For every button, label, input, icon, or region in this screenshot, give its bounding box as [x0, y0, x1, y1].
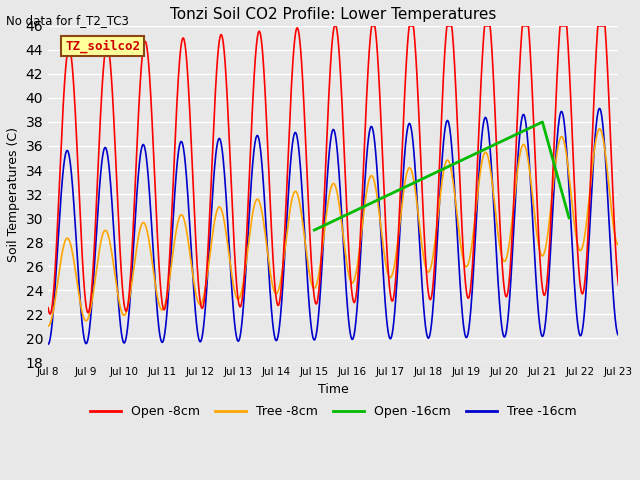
Tree -16cm	[387, 336, 394, 342]
Tree -8cm	[415, 218, 423, 224]
Tree -8cm	[596, 126, 604, 132]
Open -8cm	[387, 292, 394, 298]
Line: Tree -16cm: Tree -16cm	[48, 108, 618, 344]
Open -16cm	[565, 215, 573, 221]
Open -8cm	[44, 305, 52, 311]
Legend: Open -8cm, Tree -8cm, Open -16cm, Tree -16cm: Open -8cm, Tree -8cm, Open -16cm, Tree -…	[84, 400, 582, 423]
Open -16cm	[538, 119, 546, 125]
Tree -8cm	[614, 242, 622, 248]
Tree -8cm	[148, 256, 156, 262]
X-axis label: Time: Time	[318, 383, 349, 396]
Line: Tree -8cm: Tree -8cm	[48, 129, 618, 326]
Title: Tonzi Soil CO2 Profile: Lower Temperatures: Tonzi Soil CO2 Profile: Lower Temperatur…	[170, 7, 497, 22]
Open -8cm	[330, 23, 338, 29]
Tree -8cm	[387, 275, 394, 280]
Open -16cm	[415, 178, 422, 184]
Open -8cm	[415, 121, 423, 127]
Tree -16cm	[148, 225, 156, 230]
Tree -8cm	[262, 238, 270, 243]
Line: Open -16cm: Open -16cm	[314, 122, 569, 230]
Open -16cm	[349, 209, 357, 215]
Open -8cm	[614, 282, 622, 288]
Open -16cm	[355, 206, 363, 212]
Tree -16cm	[415, 231, 423, 237]
Tree -16cm	[470, 264, 477, 270]
Open -16cm	[524, 126, 532, 132]
Tree -8cm	[44, 323, 52, 329]
Open -8cm	[513, 115, 521, 121]
Tree -8cm	[470, 227, 477, 233]
Text: No data for f_T2_TC3: No data for f_T2_TC3	[6, 14, 129, 27]
Open -8cm	[46, 311, 54, 317]
Tree -16cm	[596, 106, 604, 111]
Tree -16cm	[262, 223, 270, 228]
Open -8cm	[470, 238, 478, 243]
Text: TZ_soilco2: TZ_soilco2	[65, 39, 140, 53]
Tree -16cm	[513, 168, 521, 174]
Tree -16cm	[44, 341, 52, 347]
Line: Open -8cm: Open -8cm	[48, 26, 618, 314]
Open -16cm	[310, 227, 318, 233]
Open -16cm	[408, 181, 415, 187]
Tree -16cm	[614, 332, 622, 338]
Y-axis label: Soil Temperatures (C): Soil Temperatures (C)	[7, 127, 20, 262]
Open -16cm	[545, 144, 553, 149]
Open -8cm	[262, 110, 270, 116]
Tree -8cm	[513, 172, 521, 178]
Open -8cm	[148, 113, 156, 119]
